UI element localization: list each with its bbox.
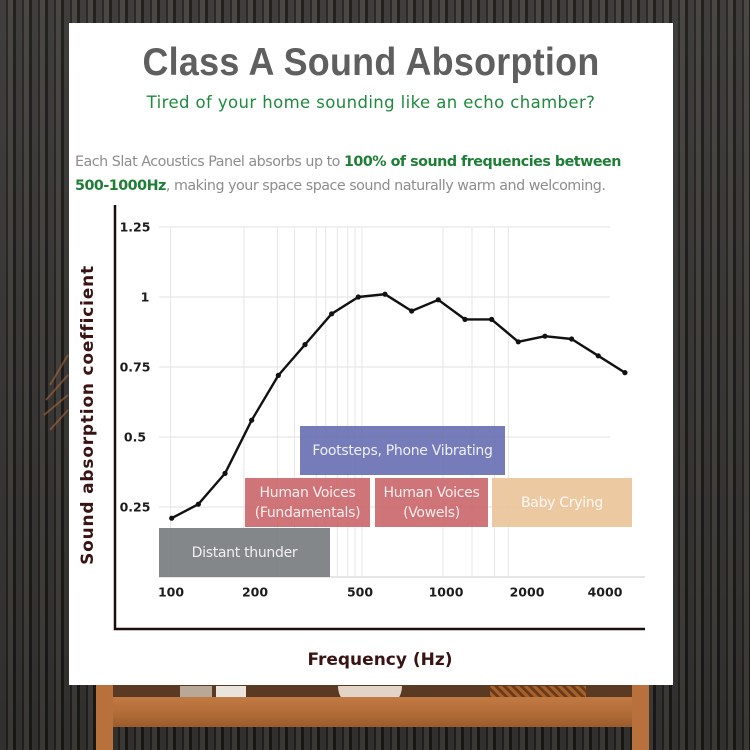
description-text: Each Slat Acoustics Panel absorbs up to <box>75 154 344 170</box>
subtitle: Tired of your home sounding like an echo… <box>146 93 596 112</box>
band-human-voices-vowels: Human Voices (Vowels) <box>375 478 488 527</box>
chart-axes <box>113 205 645 631</box>
x-tick-label: 4000 <box>587 584 623 600</box>
description-text: , making your space space sound naturall… <box>165 178 606 194</box>
dried-plant-decoration <box>43 354 69 431</box>
wooden-shelf <box>110 697 636 727</box>
x-tick-label: 100 <box>157 584 185 600</box>
description-line-1: Each Slat Acoustics Panel absorbs up to … <box>75 150 667 174</box>
shelf-leg-right <box>632 685 649 750</box>
band-human-voices-fundamentals: Human Voices (Fundamentals) <box>245 478 370 527</box>
x-axis-label: Frequency (Hz) <box>307 650 453 670</box>
description: Each Slat Acoustics Panel absorbs up to … <box>75 150 667 198</box>
y-tick-label: 1.25 <box>119 219 151 235</box>
x-tick-label: 2000 <box>509 584 545 600</box>
band-footsteps-phone-vibrating: Footsteps, Phone Vibrating <box>300 426 505 475</box>
y-axis-label: Sound absorption coefficient <box>78 265 98 565</box>
page-title: Class A Sound Absorption <box>142 41 600 84</box>
y-tick-label: 0.25 <box>119 499 151 515</box>
x-tick-label: 200 <box>241 584 269 600</box>
band-baby-crying: Baby Crying <box>492 478 632 527</box>
band-distant-thunder: Distant thunder <box>159 528 330 577</box>
description-highlight: 500-1000Hz <box>75 178 166 194</box>
description-highlight: 100% of sound frequencies between <box>343 154 621 170</box>
y-tick-label: 1 <box>140 289 150 305</box>
y-tick-label: 0.5 <box>123 429 147 445</box>
description-line-2: 500-1000Hz, making your space space soun… <box>75 174 667 198</box>
y-tick-label: 0.75 <box>119 359 151 375</box>
x-tick-label: 1000 <box>428 584 464 600</box>
x-tick-label: 500 <box>346 584 374 600</box>
shelf-leg-left <box>96 685 113 750</box>
